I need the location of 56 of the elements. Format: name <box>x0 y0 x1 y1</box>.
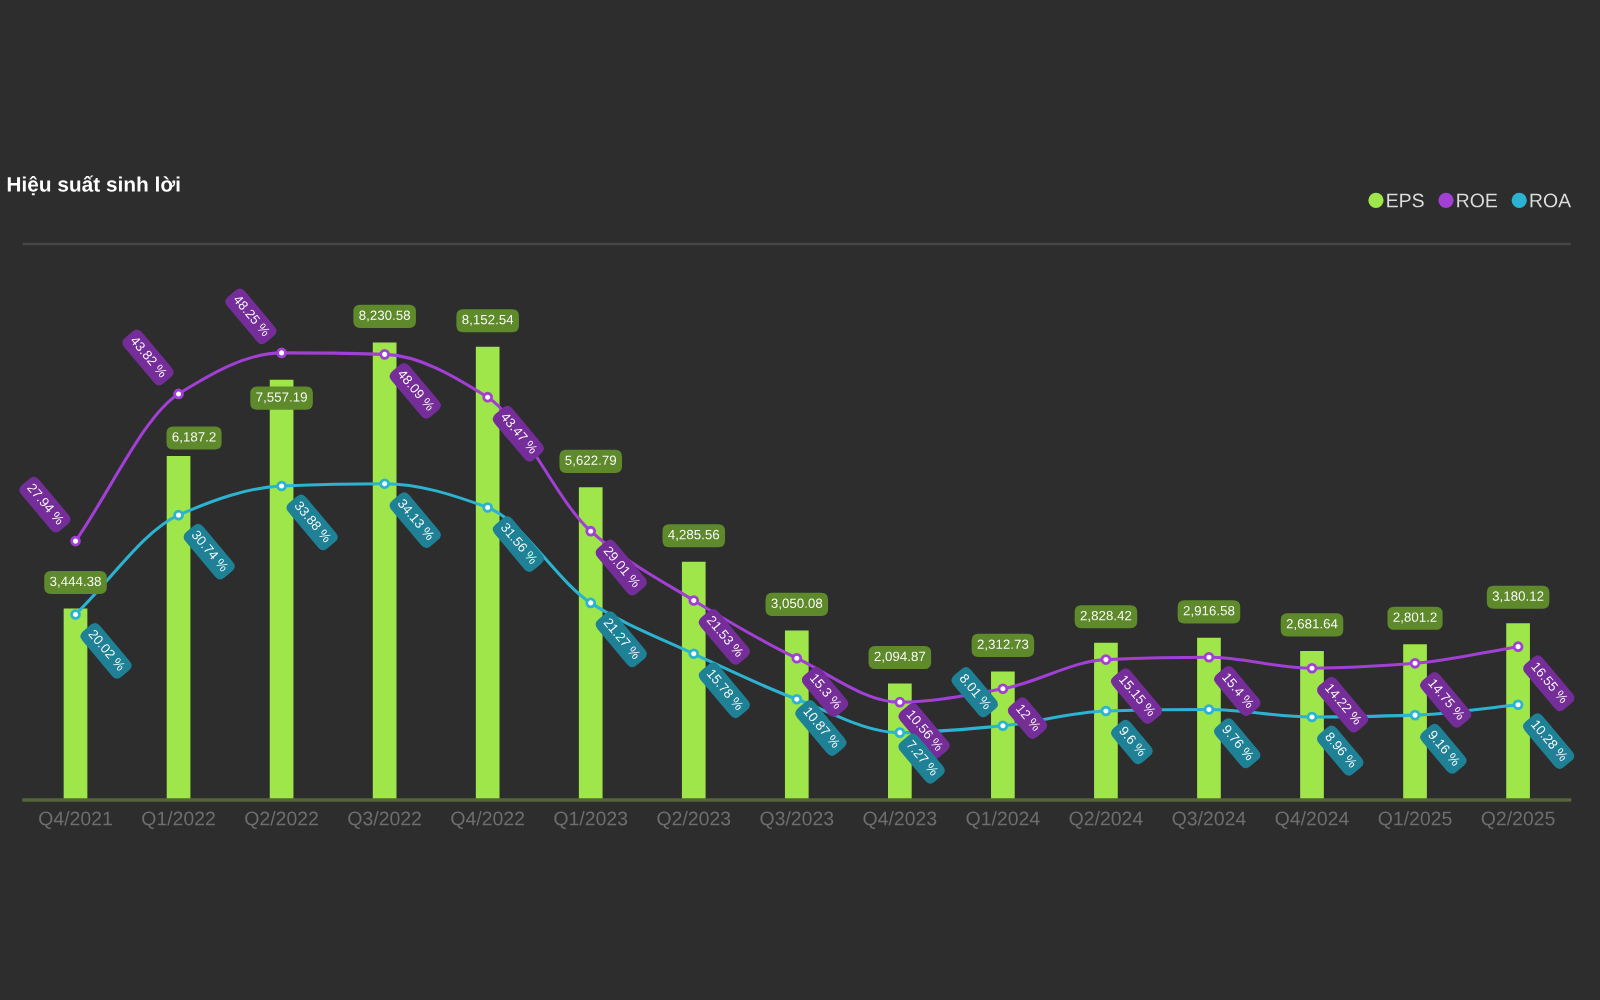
bar <box>63 608 88 800</box>
x-tick-label: Q1/2024 <box>966 811 1040 829</box>
point <box>70 535 81 547</box>
point <box>379 478 390 490</box>
x-tick-label: Q1/2025 <box>1378 811 1452 829</box>
x-tick-label: Q2/2023 <box>657 811 731 829</box>
legend-label: ROE <box>1457 193 1498 208</box>
legend-label: ROA <box>1530 193 1572 208</box>
x-tick-label: Q1/2022 <box>142 811 215 829</box>
bar <box>166 455 191 800</box>
bar <box>578 487 603 800</box>
x-tick-label: Q4/2023 <box>863 811 937 829</box>
x-tick-label: Q2/2025 <box>1481 811 1555 829</box>
point <box>1512 641 1524 652</box>
x-tick-label: Q4/2021 <box>39 811 112 829</box>
point <box>894 696 906 708</box>
bar <box>372 342 397 800</box>
point <box>173 509 184 521</box>
point <box>1203 704 1215 715</box>
point <box>688 648 700 660</box>
point <box>894 727 906 738</box>
chart-title: Hiệu suất sinh lời <box>7 175 180 196</box>
x-tick-label: Q3/2024 <box>1172 811 1246 829</box>
point <box>1100 705 1112 717</box>
bar <box>681 561 706 800</box>
legend-label: EPS <box>1387 193 1424 208</box>
x-tick-label: Q1/2023 <box>554 811 628 829</box>
point <box>1512 699 1524 711</box>
bar <box>1506 623 1530 800</box>
point <box>276 347 287 359</box>
point <box>1306 662 1318 674</box>
x-tick-label: Q3/2022 <box>348 811 421 829</box>
x-tick-label: Q3/2023 <box>760 811 834 829</box>
point <box>482 502 493 513</box>
point <box>585 597 597 609</box>
point <box>482 391 493 403</box>
bar <box>475 346 500 800</box>
point <box>173 388 184 400</box>
point <box>688 595 700 606</box>
point <box>70 609 81 620</box>
point <box>1306 711 1318 723</box>
x-tick-label: Q2/2022 <box>245 811 318 829</box>
point <box>276 480 287 492</box>
point <box>791 652 803 664</box>
point <box>997 683 1009 695</box>
point <box>1409 658 1421 669</box>
point <box>379 349 390 360</box>
point <box>1409 709 1421 721</box>
point <box>1100 654 1112 665</box>
point <box>997 720 1009 732</box>
x-tick-label: Q2/2024 <box>1069 811 1143 829</box>
point <box>585 525 597 537</box>
x-tick-label: Q4/2022 <box>451 811 525 829</box>
point <box>791 693 803 705</box>
x-tick-label: Q4/2024 <box>1275 811 1349 829</box>
point <box>1203 651 1215 663</box>
